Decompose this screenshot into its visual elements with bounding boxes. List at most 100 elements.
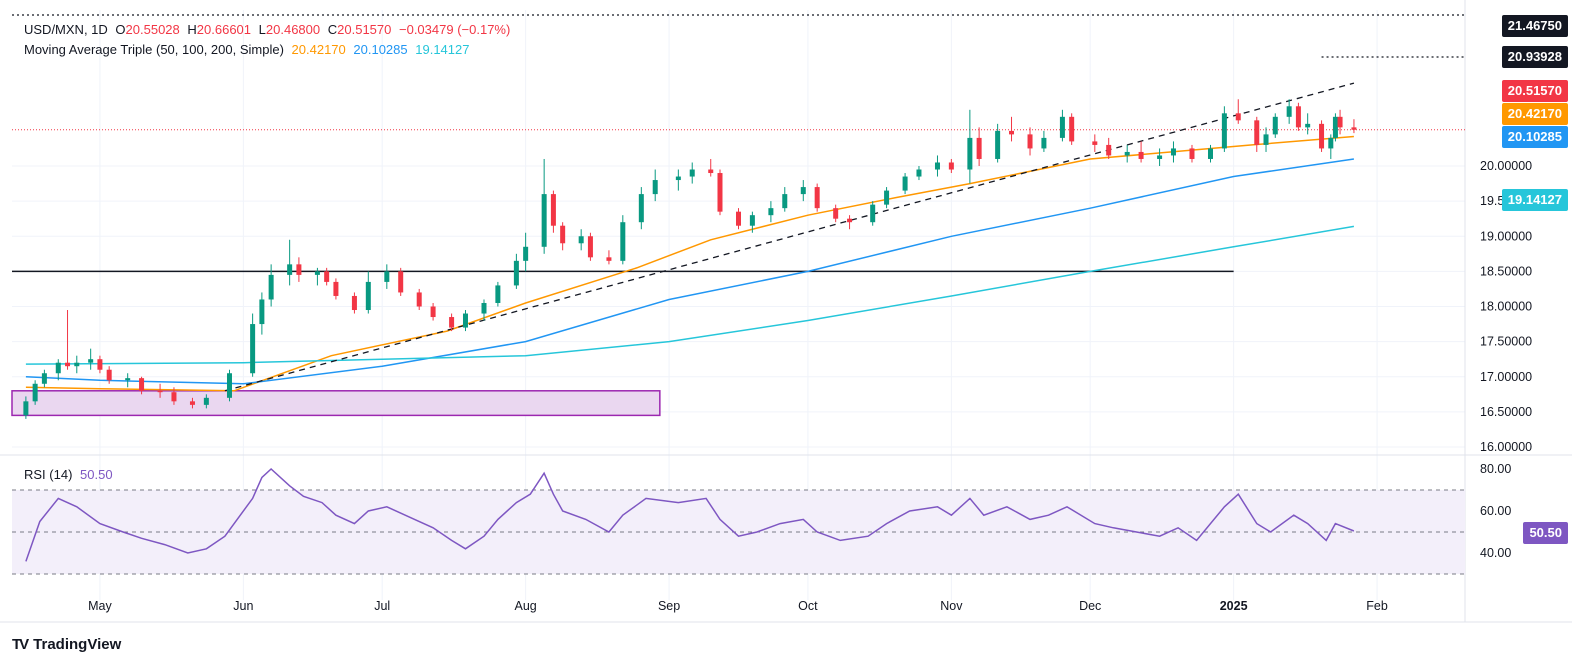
candle [916,166,922,181]
ma-line-2 [25,225,1355,365]
candle [268,264,274,307]
candle [689,162,695,184]
candle-body [708,169,714,174]
candle-body [259,299,265,325]
candle [1157,148,1163,166]
candle [782,187,788,212]
candle-body [1170,148,1176,156]
candle-body [65,362,71,367]
candle-body [23,401,29,416]
candle-body [1328,137,1334,149]
candle [384,264,390,289]
candle [902,173,908,195]
candle-body [541,194,547,247]
candle [736,208,741,230]
candle [1170,141,1176,163]
candle [606,250,612,265]
candle-body [250,324,256,374]
candle-body [97,359,103,370]
candle-body [995,130,1001,159]
tradingview-icon: TV [12,636,29,653]
price-badge: 20.51570 [1501,80,1568,102]
candle [652,169,658,202]
candle-body [689,169,695,177]
rsi-legend: RSI (14) 50.50 [24,467,117,483]
price-tick-label: 20.00000 [1480,159,1532,173]
moving-averages [25,135,1355,392]
time-tick-label: Dec [1079,599,1101,613]
candle-body [139,378,145,391]
rsi-pane [12,467,1465,575]
candle [365,271,371,314]
candle-body [1319,123,1325,149]
candle-body [333,281,339,296]
candle-body [1295,106,1301,128]
candle-body [1059,116,1065,138]
ma100-badge: 20.10285 [1501,126,1568,148]
candle [1328,134,1334,159]
candle [1295,102,1301,131]
candle [847,215,853,230]
candle-body [976,137,982,159]
ma-line-1 [25,158,1355,385]
candle [74,355,80,374]
candle [884,187,890,209]
candle-body [1138,151,1144,159]
candle-body [916,169,922,177]
candle [106,366,112,384]
candle [749,211,755,233]
candle-body [948,162,954,170]
candle [717,169,723,216]
rsi-tick-label: 40.00 [1480,546,1511,560]
price-tick-label: 16.50000 [1480,405,1532,419]
candle-body [717,173,723,212]
candle-body [1337,116,1343,128]
candle [495,281,501,307]
tradingview-logo[interactable]: TV TradingView [12,636,121,653]
candle [1263,127,1269,152]
candle [125,373,131,388]
candle [430,302,436,321]
candle [995,123,1001,163]
candle [203,394,209,409]
candle-body [398,271,404,293]
candle-body [1305,123,1311,128]
candle [550,190,556,233]
candle [41,369,47,388]
candle [171,387,177,405]
ma50-badge: 20.42170 [1501,103,1568,125]
candle-body [1009,130,1015,135]
candle [1332,113,1338,142]
candle-body [449,317,455,328]
candle-body [870,204,876,223]
candle-body [1041,137,1047,149]
candle-body [1351,127,1357,130]
candle [513,253,519,289]
time-tick-label: Jul [374,599,390,613]
candle-body [1092,141,1098,145]
candle [1027,127,1033,156]
candle [1189,144,1195,163]
ma200-value: 19.14127 [415,42,470,57]
candle [768,201,774,223]
candle-body [550,194,556,226]
candle-body [768,208,774,216]
candle-body [587,236,593,258]
candle [578,229,584,251]
rsi-tick-label: 80.00 [1480,462,1511,476]
candle-body [495,285,501,303]
candle [523,232,529,272]
support-zone-box [11,390,661,417]
candle [88,348,94,370]
candle [23,396,29,419]
candle-body [833,208,839,219]
candle-body [365,281,371,311]
ma200-badge: 19.14127 [1501,189,1568,211]
candle [416,288,422,311]
candle [967,109,973,184]
candle-body [1157,155,1163,159]
candle [948,158,954,174]
price-tick-label: 17.00000 [1480,370,1532,384]
candle [675,169,681,191]
